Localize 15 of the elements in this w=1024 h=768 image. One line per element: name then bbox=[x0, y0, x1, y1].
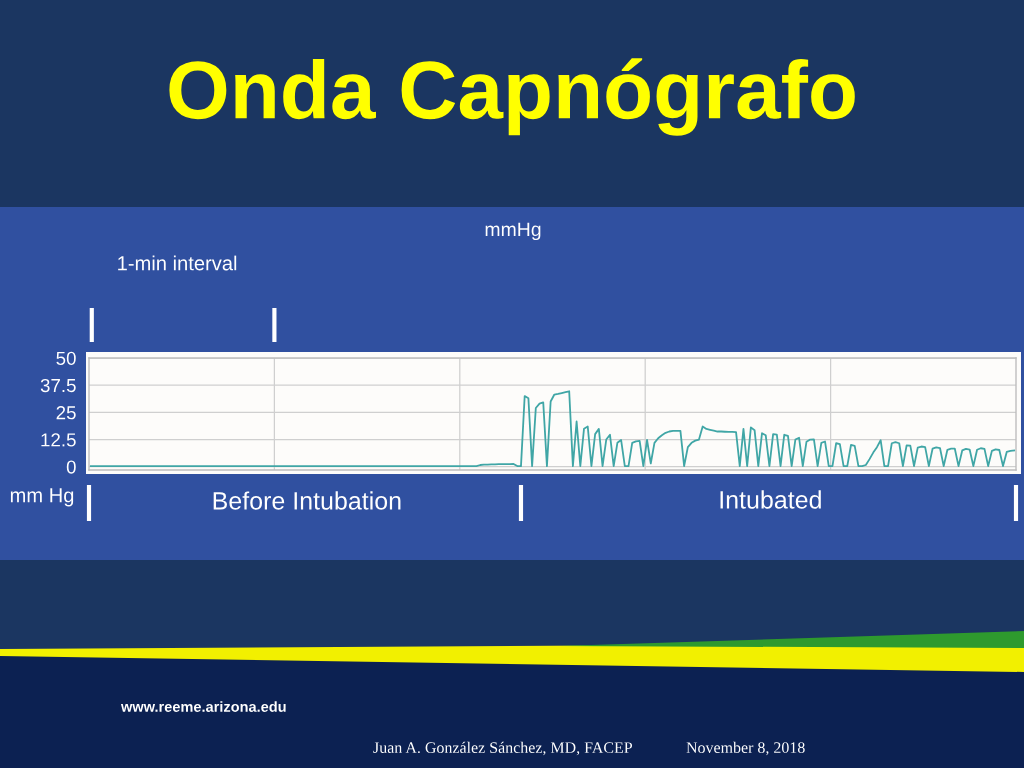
text: Intubated bbox=[720, 490, 821, 509]
y-tick-label: 50 bbox=[56, 351, 76, 365]
y-tick-label: 0 bbox=[66, 460, 76, 474]
y-tick-label: 12.5 bbox=[41, 433, 76, 447]
text: Juan A. González Sánchez, MD, FACEP bbox=[373, 741, 633, 756]
text: www.reeme.arizona.edu bbox=[120, 701, 286, 712]
y-tick-label: 37.5 bbox=[40, 378, 76, 393]
y-axis-title: mm Hg bbox=[10, 488, 74, 507]
text: Before Intubation bbox=[213, 491, 401, 510]
y-tick-label: 25 bbox=[56, 406, 76, 420]
chart-subtitle: mmHg bbox=[485, 222, 541, 241]
text: 1-min interval bbox=[118, 255, 237, 271]
line-series bbox=[89, 390, 1016, 467]
text: November 8, 2018 bbox=[686, 741, 805, 756]
chart-title: Onda Capnógrafo bbox=[169, 58, 855, 136]
